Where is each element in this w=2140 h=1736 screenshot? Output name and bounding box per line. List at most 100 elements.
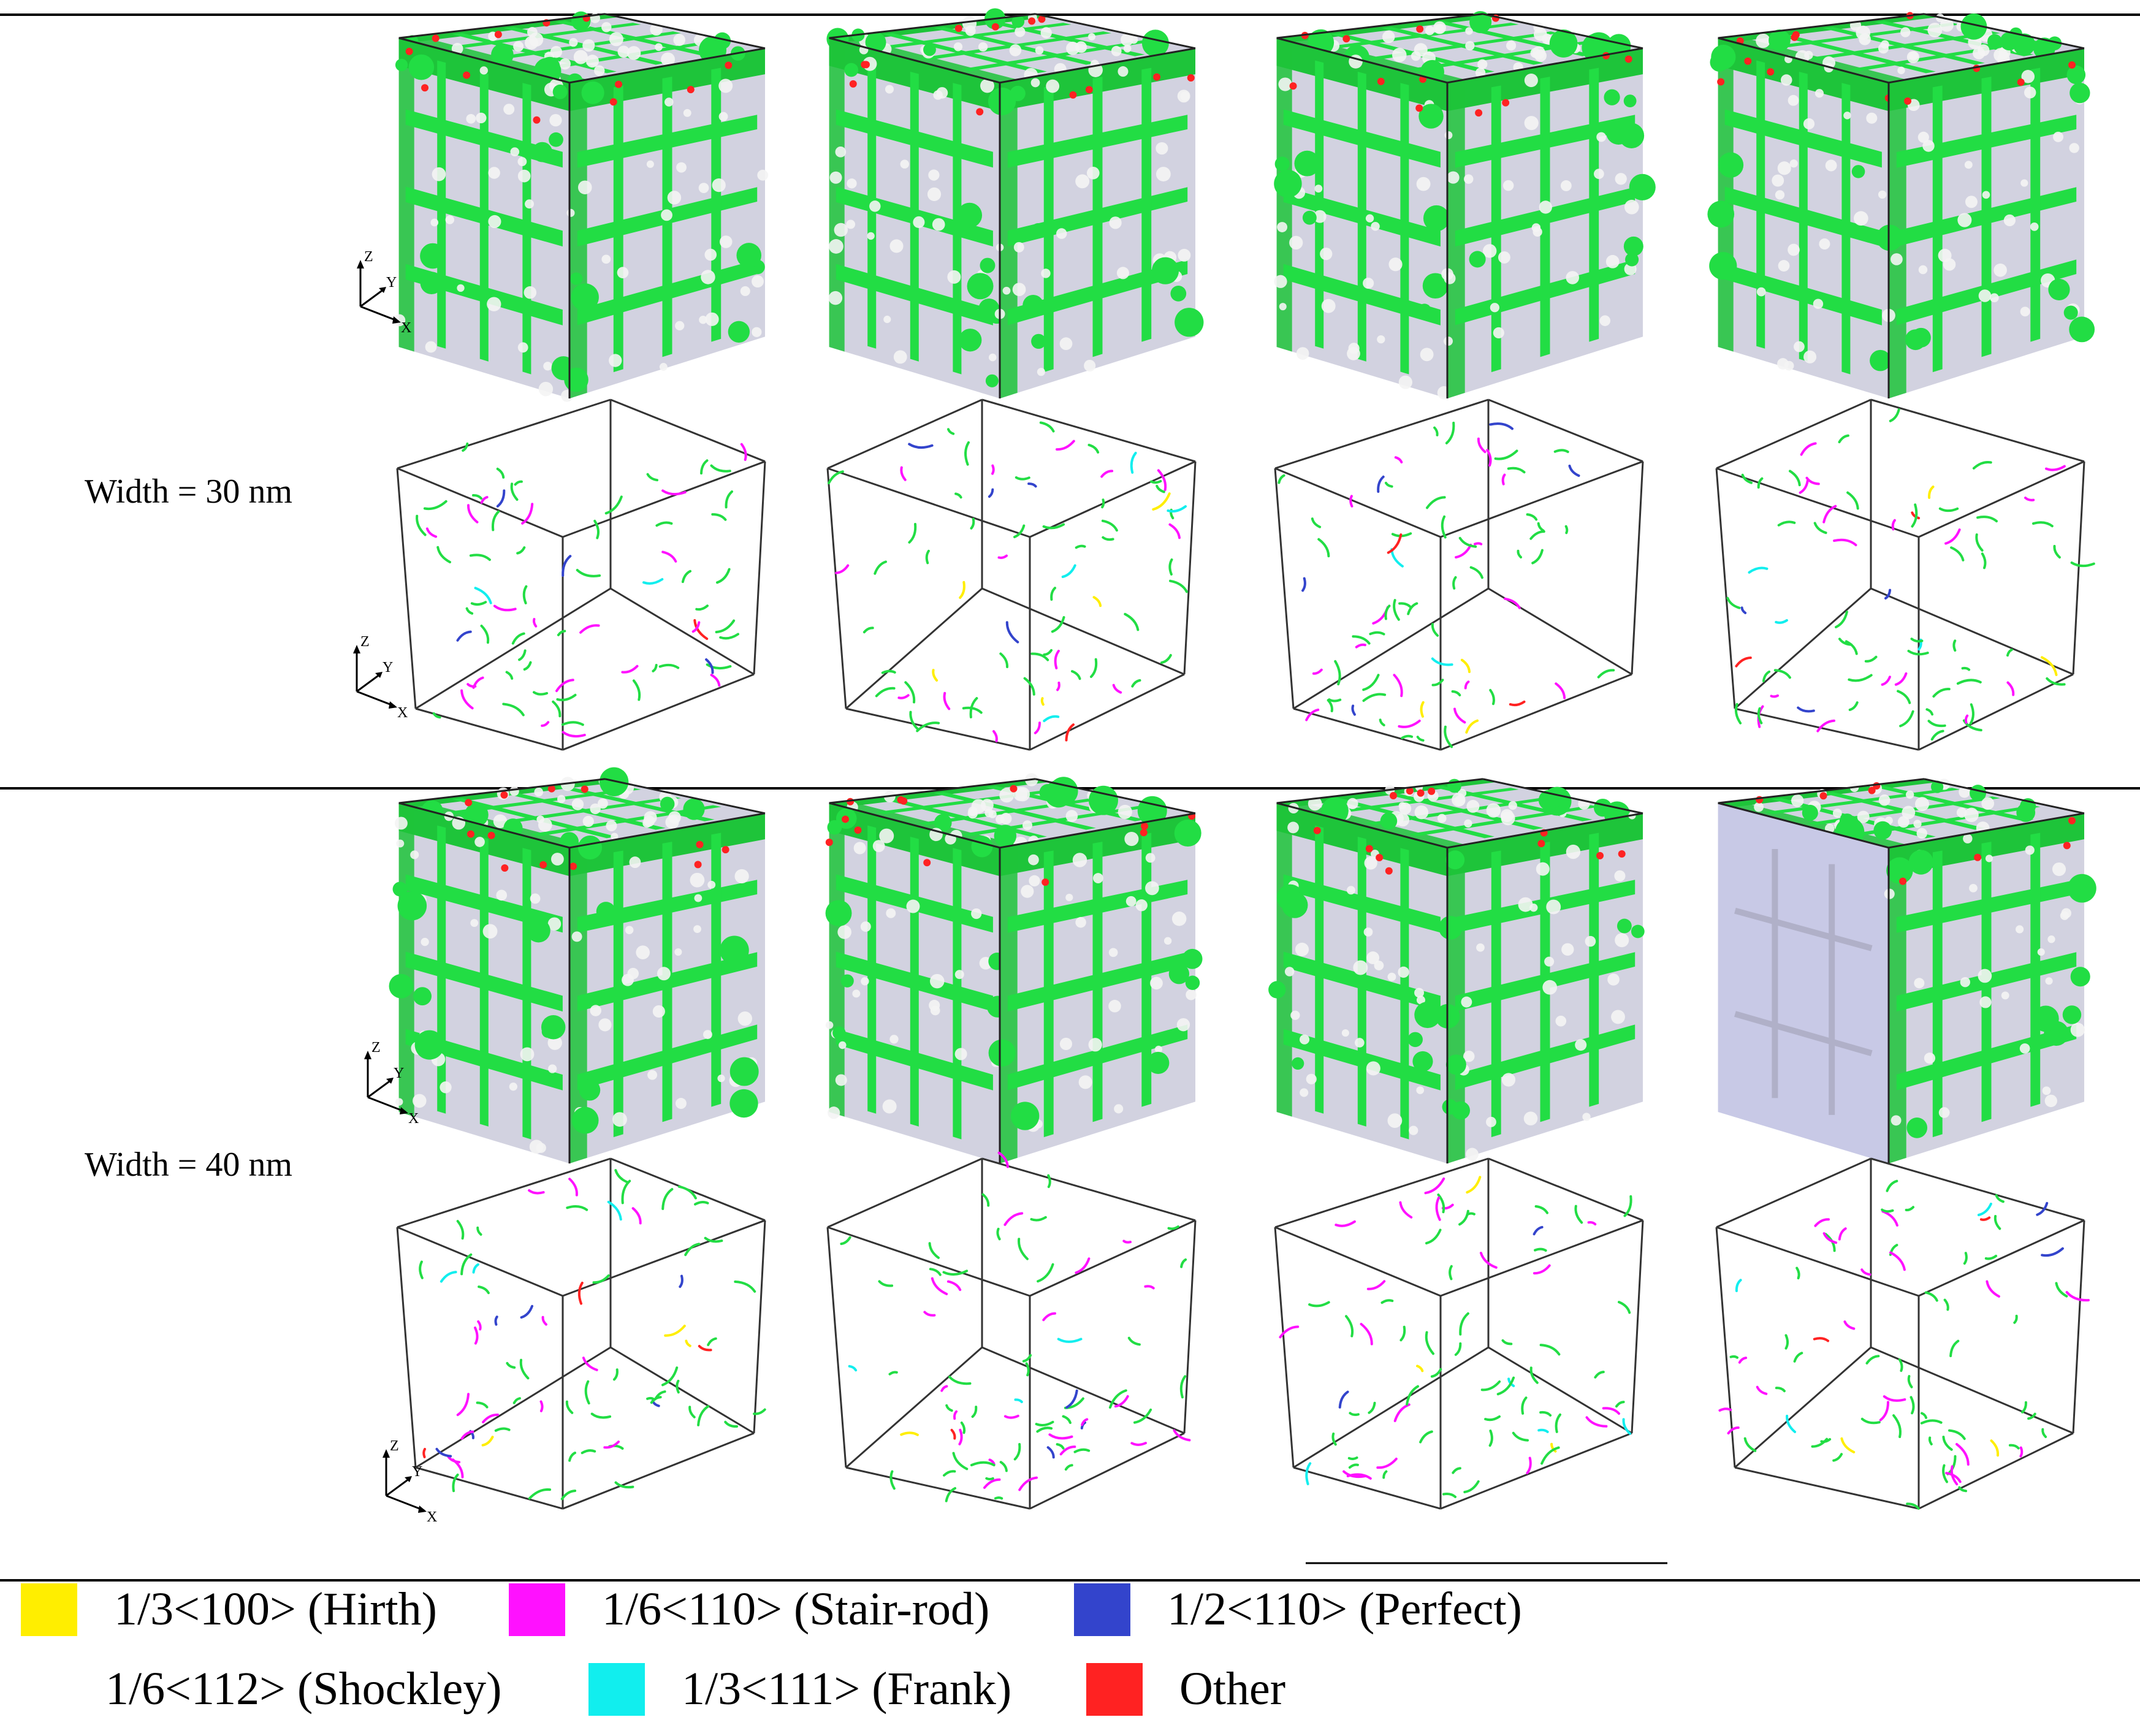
dislocation-line [1452,1467,1461,1474]
dislocation-line [1995,1194,2005,1203]
dislocation-line [566,1205,588,1211]
dislocation-line [1822,1232,1838,1244]
dislocation-line [1160,653,1172,664]
dislocation-line [923,1311,936,1317]
dislocation-line [1442,1492,1456,1498]
dislocation-line [1328,698,1342,702]
dislocation-line [621,664,639,674]
dislocation-line [1352,635,1371,645]
dislocation-line [1349,1412,1360,1417]
dislocation-line [734,1280,756,1293]
dislocation-line [1594,1371,1605,1379]
dislocation-segments [416,442,747,738]
dislocation-line [1813,522,1827,535]
dislocation-line [491,510,500,531]
dislocation-line [1564,525,1569,535]
dislocation-line [603,1441,620,1449]
dislocation-line [614,1481,634,1489]
dislocation-line [1150,480,1162,484]
dislocation-cube-r1-c4 [1715,398,2095,751]
dislocation-line [565,1400,574,1414]
dislocation-cube-r1-c2 [826,398,1197,751]
dislocation-line [477,1320,482,1331]
dislocation-line [1838,638,1853,646]
dislocation-line [983,1478,1001,1489]
axis-label-z: Z [364,249,373,265]
dislocation-line [646,473,658,482]
dislocation-line [664,1325,686,1337]
dislocation-line [1431,679,1444,687]
dislocation-line [1799,479,1809,494]
dislocation-line [1466,1176,1482,1194]
atomistic-cube-r2-c1 [389,767,766,1163]
dislocation-line [694,1201,709,1206]
wireframe-edges [1715,398,2085,751]
dislocation-line [614,1169,630,1184]
axis-label-y: Y [412,1464,422,1480]
dislocation-line [604,495,623,515]
dislocation-line [581,1449,596,1455]
dislocation-line [1496,1376,1515,1396]
axis-label-y: Y [386,275,397,291]
dislocation-line [456,1393,470,1417]
dislocation-line [1122,1239,1132,1244]
dislocation-line [1814,1218,1830,1227]
cube-grid [389,8,2096,1510]
dislocation-line [988,488,994,498]
dislocation-line [528,1189,545,1195]
dislocation-line [1990,1439,2000,1457]
dislocation-line [1587,1221,1597,1226]
dislocation-line [1460,658,1471,673]
dislocation-line [621,1179,631,1205]
dislocation-line [1362,693,1387,702]
dislocation-line [1014,1398,1023,1403]
dislocation-line [480,625,490,644]
dislocation-line [2024,497,2035,501]
dislocation-line [577,1281,584,1305]
dislocation-line [1425,1228,1442,1245]
dislocation-line [2008,1444,2020,1450]
cube-face-left [1718,803,1889,1163]
dislocation-line [555,679,574,693]
atomistic-cube-r1-c1 [393,11,769,402]
dislocation-line [1540,1446,1560,1465]
dislocation-line [560,1490,577,1501]
dislocation-line [1777,520,1796,527]
dislocation-line [1075,544,1086,549]
dislocation-line [707,1337,717,1346]
dislocation-line [474,587,492,604]
dislocation-line [685,1339,691,1347]
dislocation-line [1435,1196,1441,1221]
dislocation-line [1056,681,1060,691]
dislocation-line [1431,657,1453,666]
dislocation-line [959,581,965,599]
dislocation-line [1734,702,1742,725]
dislocation-line [848,1365,858,1372]
dislocation-line [904,681,916,704]
dislocation-line [1533,1225,1544,1236]
dislocation-line [1894,672,1908,686]
dislocation-line [962,706,983,714]
legend-item-perfect: 1/2<110> (Perfect) [1074,1583,1522,1636]
dislocation-line [1840,1437,1856,1453]
legend-item-other: Other [1086,1662,1285,1716]
dislocation-line [472,1263,479,1274]
dislocation-line [1531,549,1544,565]
dislocation-line [997,554,1008,559]
dislocation-line [661,1188,674,1210]
cube-face-right [564,46,769,399]
legend-item-stair-rod: 1/6<110> (Stair-rod) [509,1583,989,1636]
dislocation-line [908,523,917,544]
dislocation-line [945,1404,953,1412]
dislocation-line [828,470,844,484]
dislocation-line [523,661,532,671]
cube-face-left [1707,38,1892,398]
dislocation-line [691,621,701,633]
dislocation-line [1382,1470,1388,1479]
dislocation-segments [1278,421,1615,748]
dislocation-line [900,1431,919,1436]
dislocation-line [1928,1436,1933,1445]
cube-face-right [988,812,1203,1163]
dislocation-line [1770,694,1779,698]
dislocation-line [1101,498,1105,509]
